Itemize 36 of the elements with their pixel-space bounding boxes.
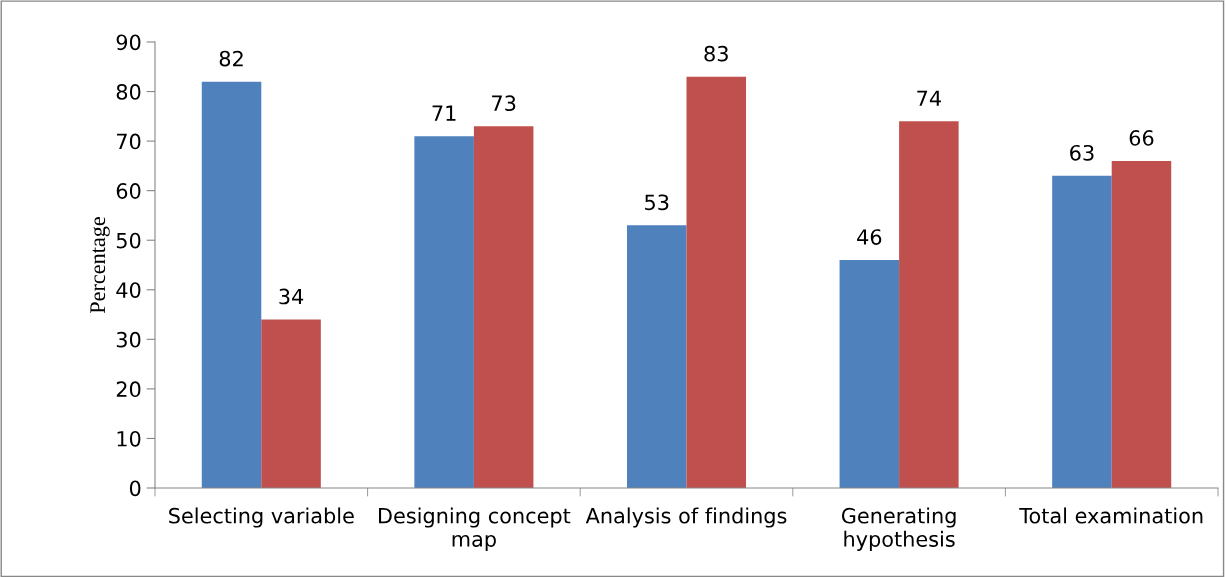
data-label: 74 (917, 90, 941, 106)
y-tick-label: 80 (116, 84, 141, 100)
bar (899, 121, 959, 488)
bar (473, 126, 534, 488)
x-tick-label: Generating hypothesis (841, 507, 956, 551)
data-label: 83 (704, 45, 728, 62)
y-tick-label: 30 (116, 331, 141, 348)
bar (1111, 160, 1172, 488)
bar (1052, 175, 1112, 488)
data-label: 46 (857, 229, 882, 245)
data-label: 71 (432, 105, 456, 121)
bar (626, 225, 687, 488)
bar (261, 319, 321, 488)
data-label: 82 (219, 50, 243, 67)
bar (414, 136, 474, 488)
data-label: 63 (1070, 144, 1094, 161)
y-tick-label: 40 (116, 282, 141, 298)
bar (686, 76, 747, 488)
x-tick-label: Analysis of findings (585, 507, 787, 528)
x-tick-label: Selecting variable (169, 507, 354, 528)
y-tick-label: 20 (116, 381, 141, 398)
data-label: 66 (1129, 130, 1154, 146)
y-tick-label: 60 (116, 183, 141, 199)
x-tick-label: Total examination (1019, 507, 1203, 524)
data-label: 34 (279, 288, 304, 305)
y-axis-title: Percentage (90, 217, 110, 314)
data-label: 53 (645, 194, 669, 211)
y-tick-label: 50 (116, 232, 141, 249)
y-tick-label: 10 (117, 430, 141, 447)
bar (201, 81, 262, 488)
data-label: 73 (492, 95, 516, 112)
y-tick-label: 70 (117, 133, 141, 150)
x-tick-label: Designing concept map (379, 507, 571, 551)
y-tick-label: 90 (116, 34, 141, 51)
y-tick-label: 0 (129, 480, 141, 497)
bar (839, 260, 900, 488)
